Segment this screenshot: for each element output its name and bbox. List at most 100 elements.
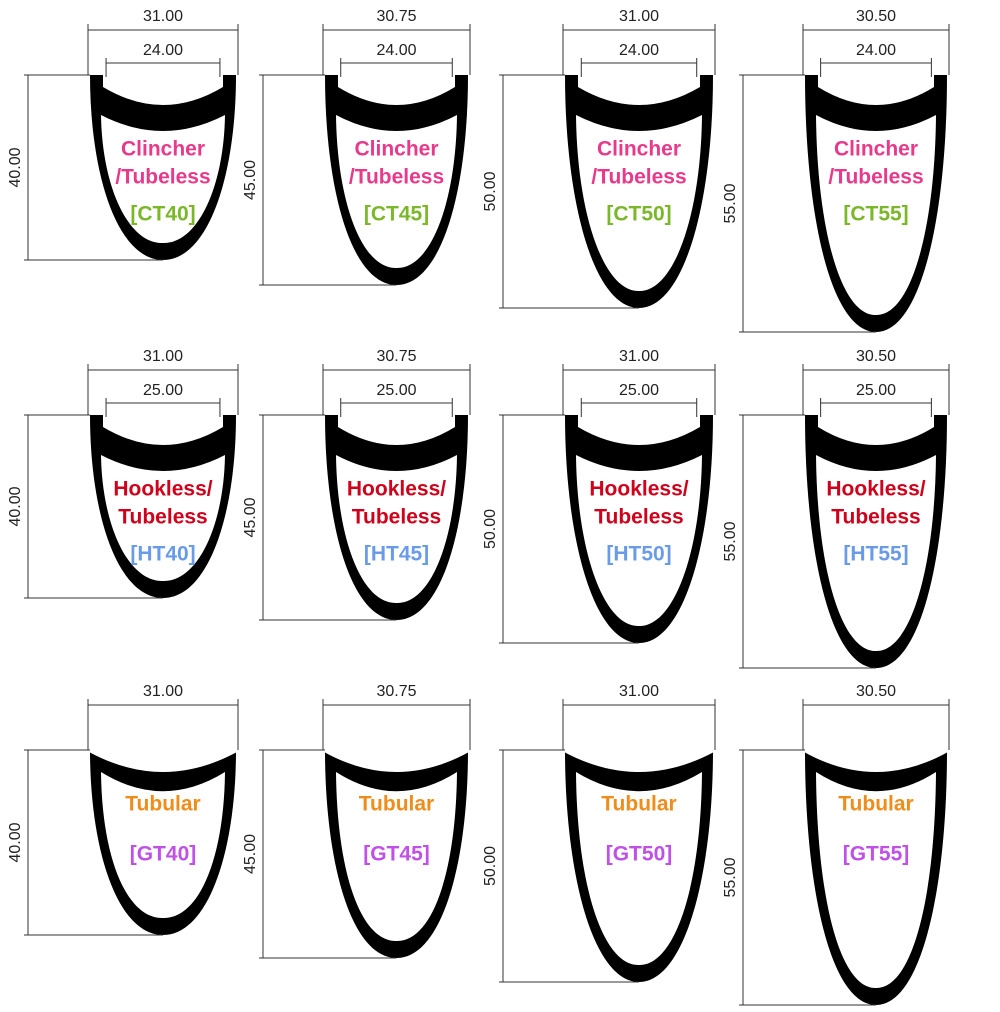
rim-cavity bbox=[336, 772, 457, 942]
dimension-line bbox=[739, 749, 876, 1006]
outer-width: 31.00 bbox=[619, 683, 659, 700]
model-code: [CT45] bbox=[364, 203, 429, 226]
rim-type: Tubeless bbox=[352, 506, 441, 529]
rim-type: /Tubeless bbox=[115, 166, 210, 189]
inner-width: 24.00 bbox=[856, 42, 896, 59]
depth: 55.00 bbox=[722, 183, 739, 223]
dimension-line bbox=[580, 398, 698, 417]
dimension-line bbox=[562, 699, 716, 750]
rim-type: Clincher bbox=[597, 138, 681, 161]
inner-width: 24.00 bbox=[376, 42, 416, 59]
rim-type: Tubeless bbox=[594, 506, 683, 529]
inner-width: 25.00 bbox=[619, 382, 659, 399]
dimension-line bbox=[739, 414, 876, 669]
dimension-line bbox=[87, 364, 239, 415]
outer-width: 30.50 bbox=[856, 683, 896, 700]
rim-cavity bbox=[101, 455, 225, 582]
tyre-channel bbox=[338, 74, 455, 105]
inner-width: 25.00 bbox=[856, 382, 896, 399]
dimension-line bbox=[820, 398, 932, 417]
model-code: [CT40] bbox=[130, 203, 195, 226]
outer-width: 31.00 bbox=[143, 348, 183, 365]
rim-type: Hookless/ bbox=[589, 478, 688, 501]
inner-width: 24.00 bbox=[143, 42, 183, 59]
outer-width: 30.75 bbox=[376, 8, 416, 25]
rim-cavity bbox=[101, 115, 225, 244]
dimension-line bbox=[499, 414, 639, 644]
dimension-line bbox=[24, 74, 163, 261]
depth: 45.00 bbox=[242, 160, 259, 200]
dimension-line bbox=[802, 699, 950, 750]
rim-cavity bbox=[816, 115, 936, 316]
outer-width: 31.00 bbox=[143, 683, 183, 700]
dimension-line bbox=[87, 24, 239, 75]
depth: 40.00 bbox=[7, 147, 24, 187]
tyre-channel bbox=[103, 414, 223, 445]
rim-type: Tubeless bbox=[831, 506, 920, 529]
outer-width: 30.50 bbox=[856, 8, 896, 25]
rim-type: Tubular bbox=[838, 793, 913, 816]
rim-cavity bbox=[576, 772, 702, 966]
rim-cavity bbox=[336, 115, 457, 269]
depth: 50.00 bbox=[482, 846, 499, 886]
rim-type: /Tubeless bbox=[828, 166, 923, 189]
model-code: [GT45] bbox=[363, 843, 430, 866]
dimension-line bbox=[259, 74, 397, 286]
dimension-line bbox=[802, 24, 950, 75]
outer-width: 30.75 bbox=[376, 683, 416, 700]
rim-type: Clincher bbox=[834, 138, 918, 161]
rim-type: Hookless/ bbox=[113, 478, 212, 501]
model-code: [HT50] bbox=[606, 543, 671, 566]
rim-type: /Tubeless bbox=[349, 166, 444, 189]
inner-width: 25.00 bbox=[143, 382, 183, 399]
depth: 45.00 bbox=[242, 497, 259, 537]
dimension-line bbox=[259, 414, 397, 621]
dimension-line bbox=[562, 364, 716, 415]
dimension-line bbox=[105, 58, 221, 77]
outer-width: 30.50 bbox=[856, 348, 896, 365]
rim-cavity bbox=[576, 455, 702, 627]
model-code: [CT55] bbox=[843, 203, 908, 226]
dimension-line bbox=[499, 749, 639, 983]
depth: 55.00 bbox=[722, 521, 739, 561]
model-code: [GT55] bbox=[843, 843, 910, 866]
dimension-line bbox=[499, 74, 639, 309]
tyre-channel bbox=[578, 74, 700, 105]
outer-width: 31.00 bbox=[143, 8, 183, 25]
depth: 45.00 bbox=[242, 834, 259, 874]
dimension-line bbox=[802, 364, 950, 415]
rim-type: Tubular bbox=[601, 793, 676, 816]
dimension-line bbox=[340, 398, 453, 417]
rim-cavity bbox=[101, 772, 225, 919]
rim-type: /Tubeless bbox=[591, 166, 686, 189]
tyre-channel bbox=[103, 74, 223, 105]
rim-cavity bbox=[576, 115, 702, 292]
tyre-channel bbox=[338, 414, 455, 445]
rim-type: Tubular bbox=[359, 793, 434, 816]
model-code: [GT50] bbox=[606, 843, 673, 866]
model-code: [CT50] bbox=[606, 203, 671, 226]
rim-type: Tubeless bbox=[118, 506, 207, 529]
dimension-line bbox=[322, 699, 471, 750]
dimension-line bbox=[322, 364, 471, 415]
tyre-bed bbox=[324, 749, 469, 772]
outer-width: 30.75 bbox=[376, 348, 416, 365]
dimension-line bbox=[87, 699, 239, 750]
dimension-line bbox=[24, 414, 163, 599]
rim-type: Hookless/ bbox=[347, 478, 446, 501]
depth: 40.00 bbox=[7, 822, 24, 862]
dimension-line bbox=[340, 58, 453, 77]
tyre-bed bbox=[804, 749, 948, 772]
rim-type: Tubular bbox=[125, 793, 200, 816]
dimension-line bbox=[322, 24, 471, 75]
dimension-line bbox=[562, 24, 716, 75]
model-code: [HT55] bbox=[843, 543, 908, 566]
model-code: [HT40] bbox=[130, 543, 195, 566]
tyre-channel bbox=[818, 74, 934, 105]
rim-type: Clincher bbox=[354, 138, 438, 161]
dimension-line bbox=[580, 58, 698, 77]
inner-width: 25.00 bbox=[376, 382, 416, 399]
outer-width: 31.00 bbox=[619, 348, 659, 365]
dimension-line bbox=[739, 74, 876, 333]
